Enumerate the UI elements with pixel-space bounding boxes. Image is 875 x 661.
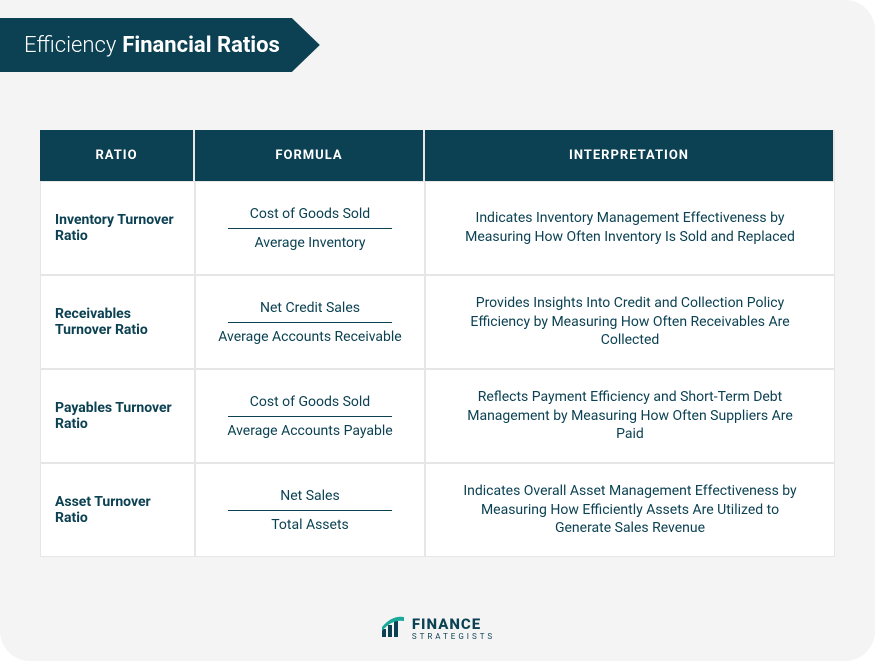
ratio-name: Inventory Turnover Ratio <box>40 181 195 275</box>
logo-brand-top: FINANCE <box>412 617 495 632</box>
title-bold: Financial Ratios <box>122 33 280 58</box>
col-header-ratio: RATIO <box>40 130 195 181</box>
footer-logo: FINANCE STRATEGISTS <box>0 615 875 643</box>
ratio-name: Asset Turnover Ratio <box>40 463 195 557</box>
col-header-formula: FORMULA <box>195 130 425 181</box>
logo-icon <box>380 615 406 643</box>
logo-brand-bottom: STRATEGISTS <box>412 633 495 641</box>
interpretation-cell: Reflects Payment Efficiency and Short-Te… <box>425 369 835 463</box>
formula-cell: Net Credit Sales Average Accounts Receiv… <box>195 275 425 369</box>
formula-cell: Cost of Goods Sold Average Inventory <box>195 181 425 275</box>
header-ribbon: Efficiency Financial Ratios <box>0 18 320 72</box>
card: Efficiency Financial Ratios RATIO FORMUL… <box>0 0 875 661</box>
formula-numerator: Net Sales <box>272 486 347 506</box>
formula-cell: Cost of Goods Sold Average Accounts Paya… <box>195 369 425 463</box>
formula-denominator: Average Accounts Payable <box>219 421 400 441</box>
ratio-name: Receivables Turnover Ratio <box>40 275 195 369</box>
formula-divider <box>228 416 391 417</box>
formula-numerator: Cost of Goods Sold <box>242 204 378 224</box>
formula-cell: Net Sales Total Assets <box>195 463 425 557</box>
interpretation-cell: Indicates Inventory Management Effective… <box>425 181 835 275</box>
title-light: Efficiency <box>24 33 116 58</box>
formula-denominator: Average Accounts Receivable <box>210 327 409 347</box>
formula-numerator: Cost of Goods Sold <box>242 392 378 412</box>
col-header-interpretation: INTERPRETATION <box>425 130 835 181</box>
interpretation-cell: Indicates Overall Asset Management Effec… <box>425 463 835 557</box>
ratios-table: RATIO FORMULA INTERPRETATION Inventory T… <box>40 130 835 557</box>
formula-numerator: Net Credit Sales <box>252 298 368 318</box>
ratio-name: Payables Turnover Ratio <box>40 369 195 463</box>
formula-denominator: Average Inventory <box>246 233 373 253</box>
formula-divider <box>228 510 391 511</box>
interpretation-cell: Provides Insights Into Credit and Collec… <box>425 275 835 369</box>
logo-text: FINANCE STRATEGISTS <box>412 617 495 641</box>
formula-denominator: Total Assets <box>263 515 357 535</box>
formula-divider <box>228 322 391 323</box>
formula-divider <box>228 228 391 229</box>
